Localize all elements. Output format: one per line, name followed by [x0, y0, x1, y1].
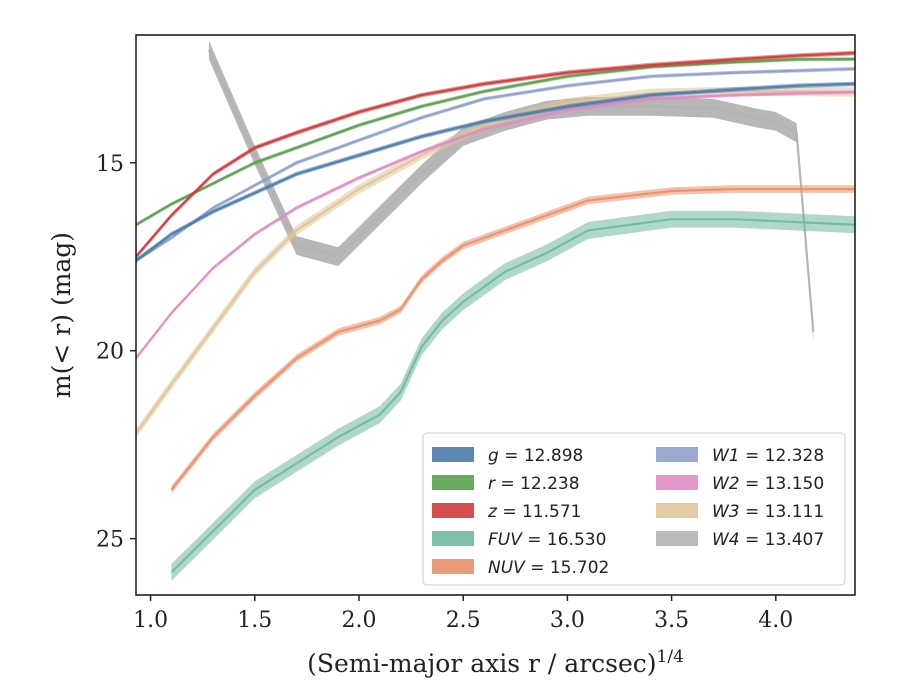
x-tick-label: 3.5 [654, 608, 689, 633]
legend-swatch-w2 [656, 475, 698, 490]
legend-swatch-w1 [656, 447, 698, 462]
series-layer [136, 40, 855, 581]
x-tick-label: 1.0 [133, 608, 168, 633]
legend-swatch-fuv [432, 531, 474, 546]
series-line-fuv [170, 218, 855, 574]
legend-swatch-r [432, 475, 474, 490]
legend-swatch-nuv [432, 559, 474, 574]
legend-frame [422, 432, 846, 586]
series-line-w2 [136, 91, 855, 359]
y-tick-label: 25 [96, 528, 124, 553]
y-axis-label: m(< r) (mag) [47, 232, 76, 398]
legend-label-z: z = 11.571 [487, 502, 581, 522]
series-line-z [136, 51, 855, 258]
legend-label-fuv: FUV = 16.530 [488, 530, 606, 550]
legend-label-w2: W2 = 13.150 [712, 474, 824, 494]
series-band-w4 [208, 40, 814, 342]
legend: g = 12.898 r = 12.238 z = 11.571 FUV = 16.5… [422, 432, 846, 586]
legend-swatch-w4 [656, 531, 698, 546]
x-tick-label: 2.5 [446, 608, 481, 633]
series-line-nuv [170, 188, 855, 491]
legend-label-w3: W3 = 13.111 [712, 502, 824, 522]
legend-label-w4: W4 = 13.407 [712, 530, 824, 550]
y-tick-label: 20 [96, 340, 124, 365]
series-line-r [136, 58, 855, 226]
x-axis-label: (Semi-major axis r / arcsec)1/4 [307, 647, 684, 678]
x-axis: 1.0 1.5 2.0 2.5 3.0 3.5 4.0 [133, 595, 793, 633]
x-tick-label: 4.0 [758, 608, 793, 633]
legend-label-w1: W1 = 12.328 [712, 446, 824, 466]
series-band-r [136, 57, 855, 227]
series-band-g [136, 81, 855, 263]
legend-swatch-z [432, 503, 474, 518]
y-axis: 15 20 25 [96, 152, 136, 553]
plot-frame [135, 34, 856, 596]
legend-label-r: r = 12.238 [488, 474, 580, 494]
series-line-w1 [136, 67, 855, 262]
x-tick-label: 2.0 [341, 608, 376, 633]
legend-label-nuv: NUV = 15.702 [488, 558, 609, 578]
legend-label-g: g = 12.898 [488, 446, 583, 466]
legend-swatch-g [432, 447, 474, 462]
series-line-g [136, 82, 855, 262]
legend-swatch-w3 [656, 503, 698, 518]
y-tick-label: 15 [96, 152, 124, 177]
x-tick-label: 1.5 [237, 608, 272, 633]
x-tick-label: 3.0 [550, 608, 585, 633]
